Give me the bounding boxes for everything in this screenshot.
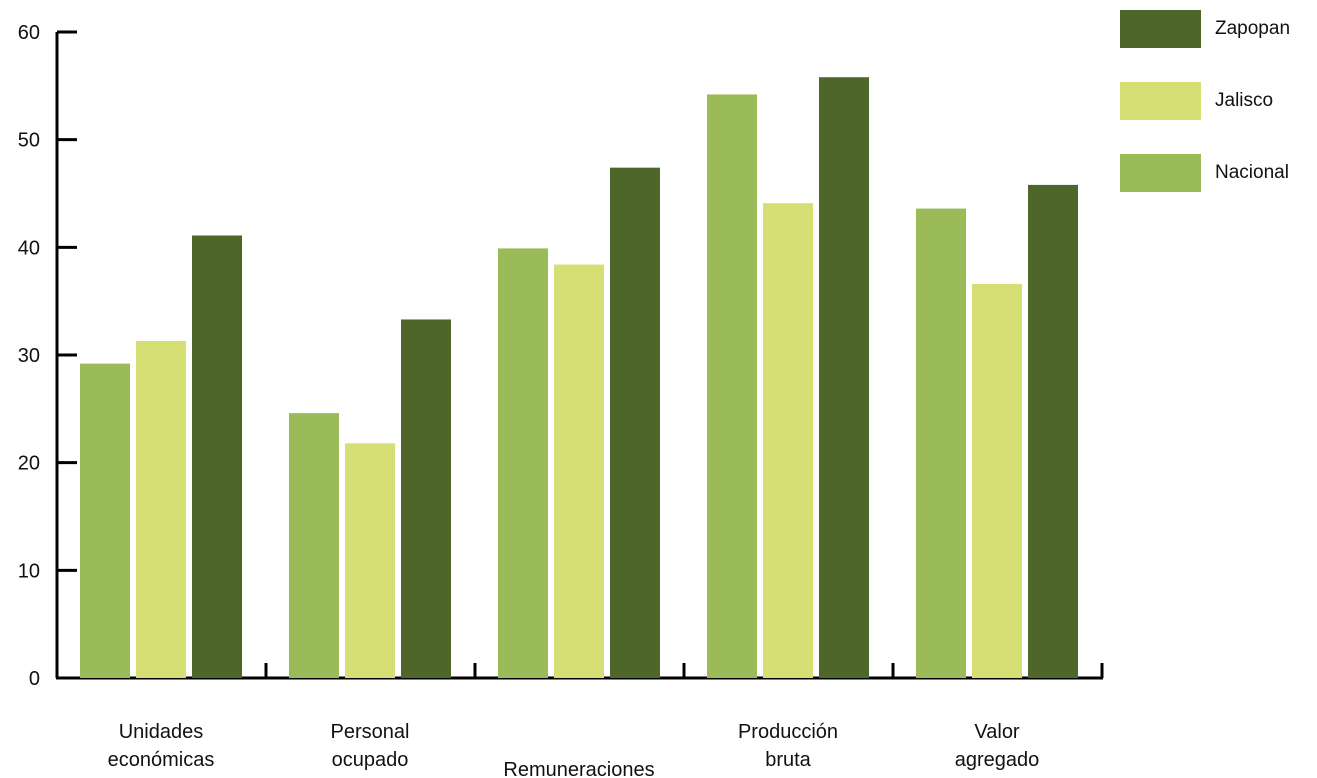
bar-jalisco-4 — [972, 283, 1022, 678]
legend-swatch-zapopan — [1120, 10, 1201, 48]
bar-zapopan-2 — [610, 167, 660, 678]
category-label: Remuneraciones — [503, 759, 654, 778]
bar-nacional-2 — [498, 248, 548, 678]
y-tick-label: 60 — [18, 22, 40, 44]
bar-zapopan-3 — [819, 77, 869, 679]
bar-zapopan-1 — [401, 319, 451, 678]
category-label: Unidades económicas — [108, 721, 215, 771]
category-labels: Unidades económicas Personal ocupado Remuner… — [108, 721, 1040, 778]
category-label: Valor agregado — [955, 721, 1040, 771]
y-tick-label: 50 — [18, 130, 40, 152]
bar-jalisco-0 — [136, 341, 186, 678]
bar-nacional-1 — [289, 413, 339, 678]
legend-label-zapopan: Zapopan — [1215, 18, 1290, 39]
y-tick-label: 20 — [18, 453, 40, 475]
legend-swatch-jalisco — [1120, 82, 1201, 120]
legend-label-jalisco: Jalisco — [1215, 90, 1273, 111]
bar-zapopan-4 — [1028, 184, 1078, 679]
y-tick-label: 40 — [18, 237, 40, 259]
bar-jalisco-1 — [345, 443, 395, 678]
legend: Zapopan Jalisco Nacional — [1120, 10, 1290, 192]
category-label: Personal ocupado — [331, 721, 410, 771]
legend-swatch-nacional — [1120, 154, 1201, 192]
bar-nacional-4 — [916, 208, 966, 678]
category-label: Producción bruta — [738, 721, 838, 771]
bars — [80, 77, 1078, 679]
y-tick-label: 0 — [29, 668, 40, 690]
bar-jalisco-3 — [763, 203, 813, 678]
legend-label-nacional: Nacional — [1215, 162, 1289, 183]
bar-zapopan-0 — [192, 235, 242, 679]
y-tick-label: 30 — [18, 345, 40, 367]
bar-nacional-3 — [707, 94, 757, 679]
y-tick-label: 10 — [18, 560, 40, 582]
bar-jalisco-2 — [554, 264, 604, 678]
bar-nacional-0 — [80, 363, 130, 678]
